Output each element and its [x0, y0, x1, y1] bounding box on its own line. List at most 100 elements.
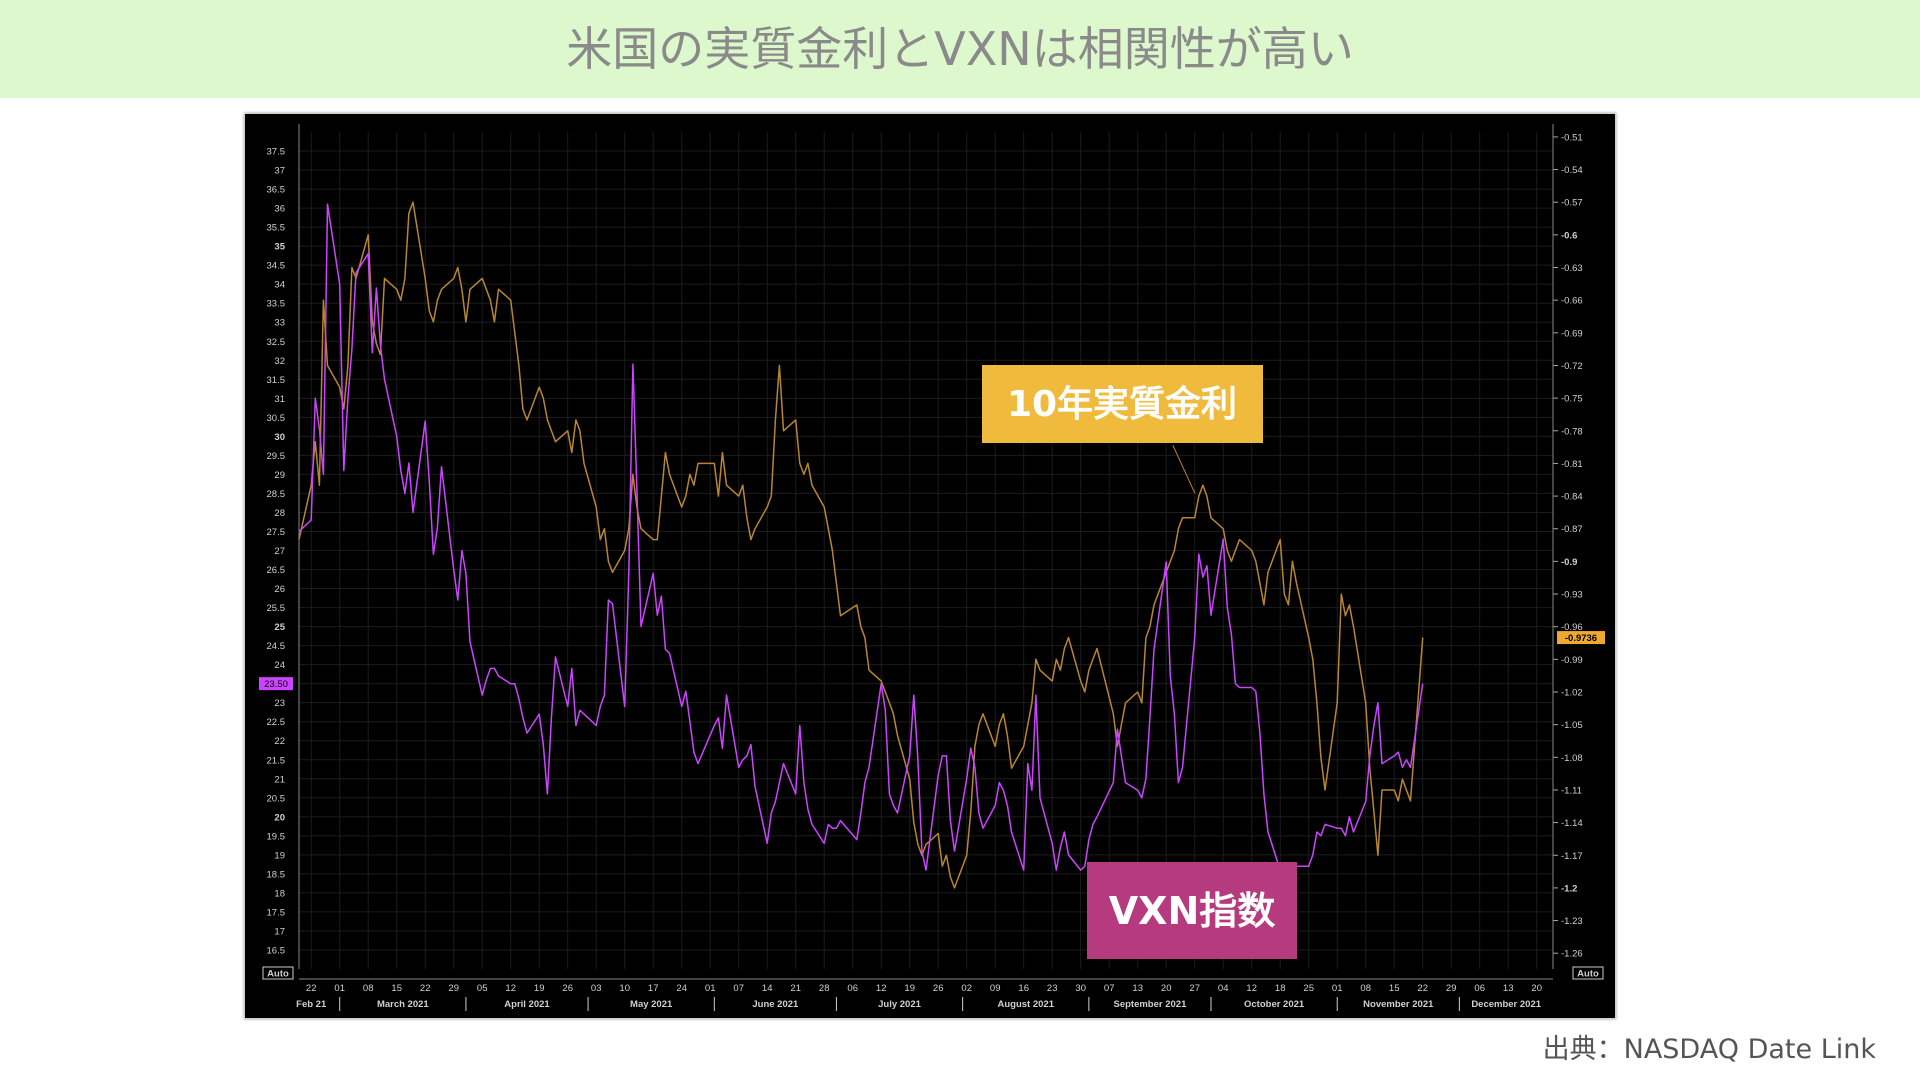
- left-tick-label: 20.5: [267, 793, 286, 804]
- right-tick-label: -1.14: [1561, 818, 1583, 829]
- right-tick-label: -1.26: [1561, 949, 1583, 960]
- x-tick-label: 12: [1246, 983, 1257, 994]
- right-tick-label: -1.17: [1561, 851, 1583, 862]
- vxn-series-line: [298, 203, 1424, 875]
- x-tick-label: 14: [762, 983, 773, 994]
- x-tick-label: 13: [1503, 983, 1514, 994]
- right-tick-label: -0.81: [1561, 459, 1583, 470]
- left-tick-label: 25.5: [267, 603, 286, 614]
- x-tick-label: 08: [1360, 983, 1371, 994]
- x-tick-label: 02: [961, 983, 972, 994]
- x-tick-label: 20: [1531, 983, 1542, 994]
- left-auto-label: Auto: [267, 969, 289, 980]
- x-tick-label: 19: [904, 983, 915, 994]
- left-tick-label: 17.5: [267, 907, 286, 918]
- vxn-callout-box: [1087, 862, 1297, 959]
- left-tick-label: 37: [274, 166, 285, 177]
- x-tick-label: 12: [505, 983, 516, 994]
- month-label: October 2021: [1244, 999, 1305, 1010]
- left-tick-label: 33.5: [267, 299, 286, 310]
- x-tick-label: 22: [306, 983, 317, 994]
- left-tick-label: 24.5: [267, 641, 286, 652]
- month-label: July 2021: [878, 999, 921, 1010]
- left-tick-label: 25: [274, 622, 285, 633]
- right-tick-label: -0.96: [1561, 622, 1583, 633]
- x-tick-label: 07: [733, 983, 744, 994]
- x-tick-label: 22: [1417, 983, 1428, 994]
- right-tick-label: -1.2: [1561, 883, 1577, 894]
- left-tick-label: 30.5: [267, 413, 286, 424]
- x-tick-label: 04: [1218, 983, 1229, 994]
- right-tick-label: -0.72: [1561, 361, 1583, 372]
- left-tick-label: 33: [274, 318, 285, 329]
- left-tick-label: 26: [274, 584, 285, 595]
- rate-last-value-tag: [1557, 631, 1605, 645]
- vxn-last-value-tag: [259, 677, 293, 691]
- x-tick-label: 12: [876, 983, 887, 994]
- left-tick-label: 21: [274, 774, 285, 785]
- right-tick-label: -0.57: [1561, 198, 1583, 209]
- month-label: August 2021: [998, 999, 1055, 1010]
- left-tick-label: 37.5: [267, 147, 286, 158]
- left-tick-label: 34: [274, 280, 285, 291]
- left-tick-label: 22.5: [267, 717, 286, 728]
- x-tick-label: 07: [1104, 983, 1115, 994]
- x-tick-label: 13: [1132, 983, 1143, 994]
- title-banner: [0, 0, 1920, 98]
- right-auto-label: Auto: [1577, 969, 1599, 980]
- chart-frame: 37.5 37 36.5 36 35.5 35 34.5 34 33.5 33 32.5 32 31.5…: [244, 113, 1616, 1019]
- x-tick-label: 15: [1389, 983, 1400, 994]
- left-tick-label: 35: [274, 242, 285, 253]
- x-tick-label: 21: [790, 983, 801, 994]
- left-tick-label: 21.5: [267, 755, 286, 766]
- x-tick-label: 26: [562, 983, 573, 994]
- right-tick-label: -0.63: [1561, 263, 1583, 274]
- left-tick-label: 31.5: [267, 375, 286, 386]
- source-note: 出典：NASDAQ Date Link: [1542, 1034, 1876, 1065]
- right-tick-label: -1.05: [1561, 720, 1583, 731]
- right-tick-label: -0.93: [1561, 590, 1583, 601]
- right-tick-label: -0.75: [1561, 394, 1583, 405]
- x-tick-label: 08: [363, 983, 374, 994]
- left-tick-label: 35.5: [267, 223, 286, 234]
- right-tick-label: -0.6: [1561, 230, 1577, 241]
- x-tick-label: 18: [1275, 983, 1286, 994]
- left-tick-label: 20: [274, 812, 285, 823]
- vxn-last-value-label: 23.50: [264, 679, 288, 690]
- right-tick-label: -0.69: [1561, 328, 1583, 339]
- right-tick-label: -0.66: [1561, 296, 1583, 307]
- month-label: December 2021: [1471, 999, 1541, 1010]
- real-rate-series-line: [298, 201, 1424, 889]
- left-tick-label: 19: [274, 850, 285, 861]
- x-tick-label: 19: [534, 983, 545, 994]
- x-tick-label: 23: [1047, 983, 1058, 994]
- x-tick-label: 16: [1018, 983, 1029, 994]
- left-tick-label: 23: [274, 698, 285, 709]
- left-auto-box: [262, 966, 294, 980]
- x-tick-label: 15: [391, 983, 402, 994]
- x-tick-label: 01: [334, 983, 345, 994]
- left-tick-label: 29.5: [267, 451, 286, 462]
- x-tick-label: 29: [1446, 983, 1457, 994]
- left-tick-label: 31: [274, 394, 285, 405]
- month-label: March 2021: [377, 999, 429, 1010]
- month-label: September 2021: [1113, 999, 1187, 1010]
- right-tick-label: -0.99: [1561, 655, 1583, 666]
- left-tick-label: 30: [274, 432, 285, 443]
- right-tick-label: -1.11: [1561, 785, 1582, 796]
- x-tick-label: 27: [1189, 983, 1200, 994]
- right-tick-label: -0.78: [1561, 426, 1583, 437]
- x-tick-label: 05: [477, 983, 488, 994]
- x-tick-label: 28: [819, 983, 830, 994]
- x-tick-label: 06: [847, 983, 858, 994]
- left-tick-label: 34.5: [267, 261, 286, 272]
- rate-last-value-label: -0.9736: [1565, 633, 1597, 644]
- right-tick-label: -0.87: [1561, 524, 1583, 535]
- left-tick-label: 29: [274, 470, 285, 481]
- left-tick-label: 28.5: [267, 489, 286, 500]
- x-tick-label: 03: [591, 983, 602, 994]
- x-tick-label: 01: [1332, 983, 1343, 994]
- left-tick-label: 19.5: [267, 831, 286, 842]
- month-label: June 2021: [752, 999, 799, 1010]
- right-tick-label: -0.84: [1561, 492, 1583, 503]
